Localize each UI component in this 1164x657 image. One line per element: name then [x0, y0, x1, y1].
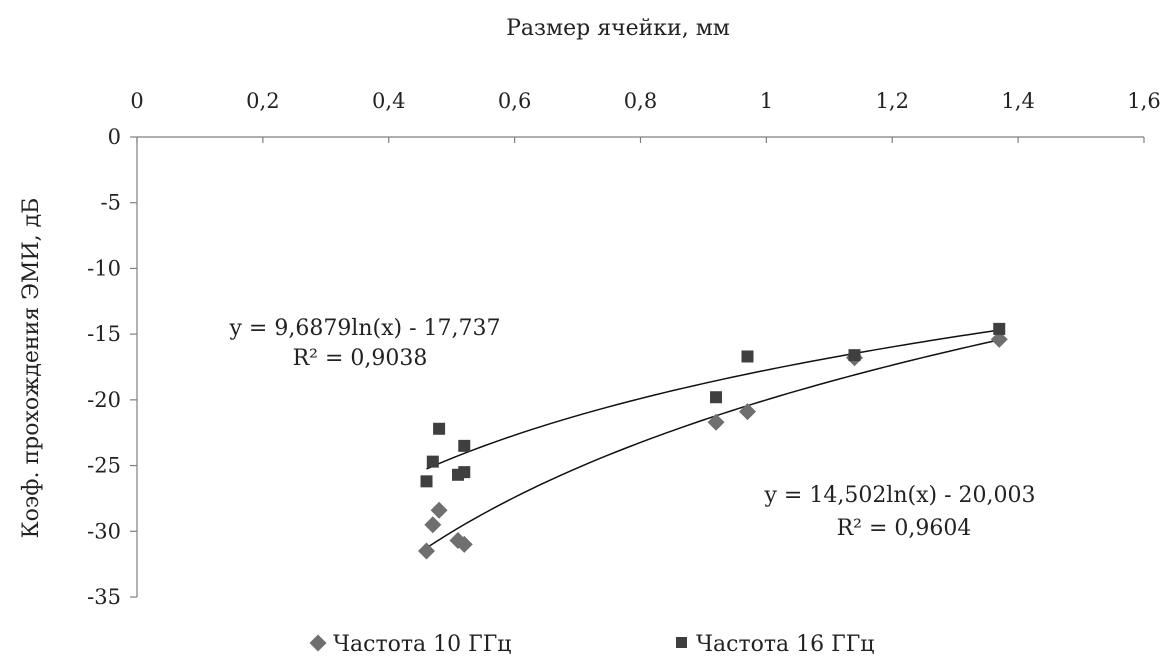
y-tick-label: -25	[87, 454, 121, 478]
y-tick-label: -30	[87, 519, 121, 543]
marker-16ghz-square	[848, 349, 861, 362]
marker-10ghz-diamond	[738, 403, 756, 421]
y-tick-labels: 0 -5 -10 -15 -20 -25 -30 -35	[87, 125, 121, 609]
x-tick-label: 0,6	[498, 89, 531, 113]
r2-16ghz: R² = 0,9038	[293, 346, 428, 371]
marker-16ghz-square	[433, 422, 446, 435]
x-ticks	[136, 137, 1145, 143]
marker-16ghz-square	[420, 475, 433, 488]
x-tick-label: 0,2	[246, 89, 279, 113]
marker-16ghz-square	[426, 455, 439, 468]
x-tick-label: 1,6	[1127, 89, 1160, 113]
x-tick-label: 0	[130, 89, 143, 113]
x-tick-label: 1	[760, 89, 773, 113]
marker-16ghz-square	[993, 322, 1006, 335]
x-tick-labels: 0 0,2 0,4 0,6 0,8 1 1,2 1,4 1,6	[130, 89, 1160, 113]
x-tick-label: 0,4	[372, 89, 405, 113]
y-tick-label: -20	[87, 388, 121, 412]
y-ticks	[130, 136, 137, 598]
x-tick-label: 1,2	[876, 89, 909, 113]
marker-10ghz-diamond	[707, 413, 725, 431]
y-tick-label: -5	[101, 191, 121, 215]
y-tick-label: -10	[87, 256, 121, 280]
marker-10ghz-diamond	[430, 501, 448, 519]
equation-10ghz: y = 14,502ln(x) - 20,003	[763, 483, 1035, 508]
legend-marker-16ghz-square	[676, 637, 687, 648]
marker-10ghz-diamond	[455, 535, 473, 553]
marker-10ghz-diamond	[990, 330, 1008, 348]
y-axis-title: Коэф. прохождения ЭМИ, дБ	[19, 198, 44, 539]
equation-16ghz: y = 9,6879ln(x) - 17,737	[228, 316, 500, 341]
y-tick-label: 0	[108, 125, 121, 149]
marker-10ghz-diamond	[424, 516, 442, 534]
trendline-series-1	[426, 329, 1000, 470]
legend-label-16ghz: Частота 16 ГГц	[696, 632, 874, 657]
marker-10ghz-diamond	[418, 542, 436, 560]
trendline-series-0	[426, 339, 1000, 549]
y-tick-label: -15	[87, 322, 121, 346]
marker-16ghz-square	[710, 391, 723, 404]
x-tick-label: 1,4	[1001, 89, 1034, 113]
marker-16ghz-square	[458, 439, 471, 452]
x-tick-label: 0,8	[624, 89, 657, 113]
marker-16ghz-square	[741, 350, 754, 363]
trendlines	[426, 329, 1000, 549]
x-axis-title: Размер ячейки, мм	[506, 16, 730, 41]
data-markers	[418, 322, 1008, 560]
legend-marker-10ghz-diamond	[309, 634, 327, 652]
legend: Частота 10 ГГц Частота 16 ГГц	[309, 632, 874, 657]
r2-10ghz: R² = 0,9604	[837, 516, 972, 541]
legend-label-10ghz: Частота 10 ГГц	[333, 632, 511, 657]
y-tick-label: -35	[87, 585, 121, 609]
marker-16ghz-square	[458, 466, 471, 479]
